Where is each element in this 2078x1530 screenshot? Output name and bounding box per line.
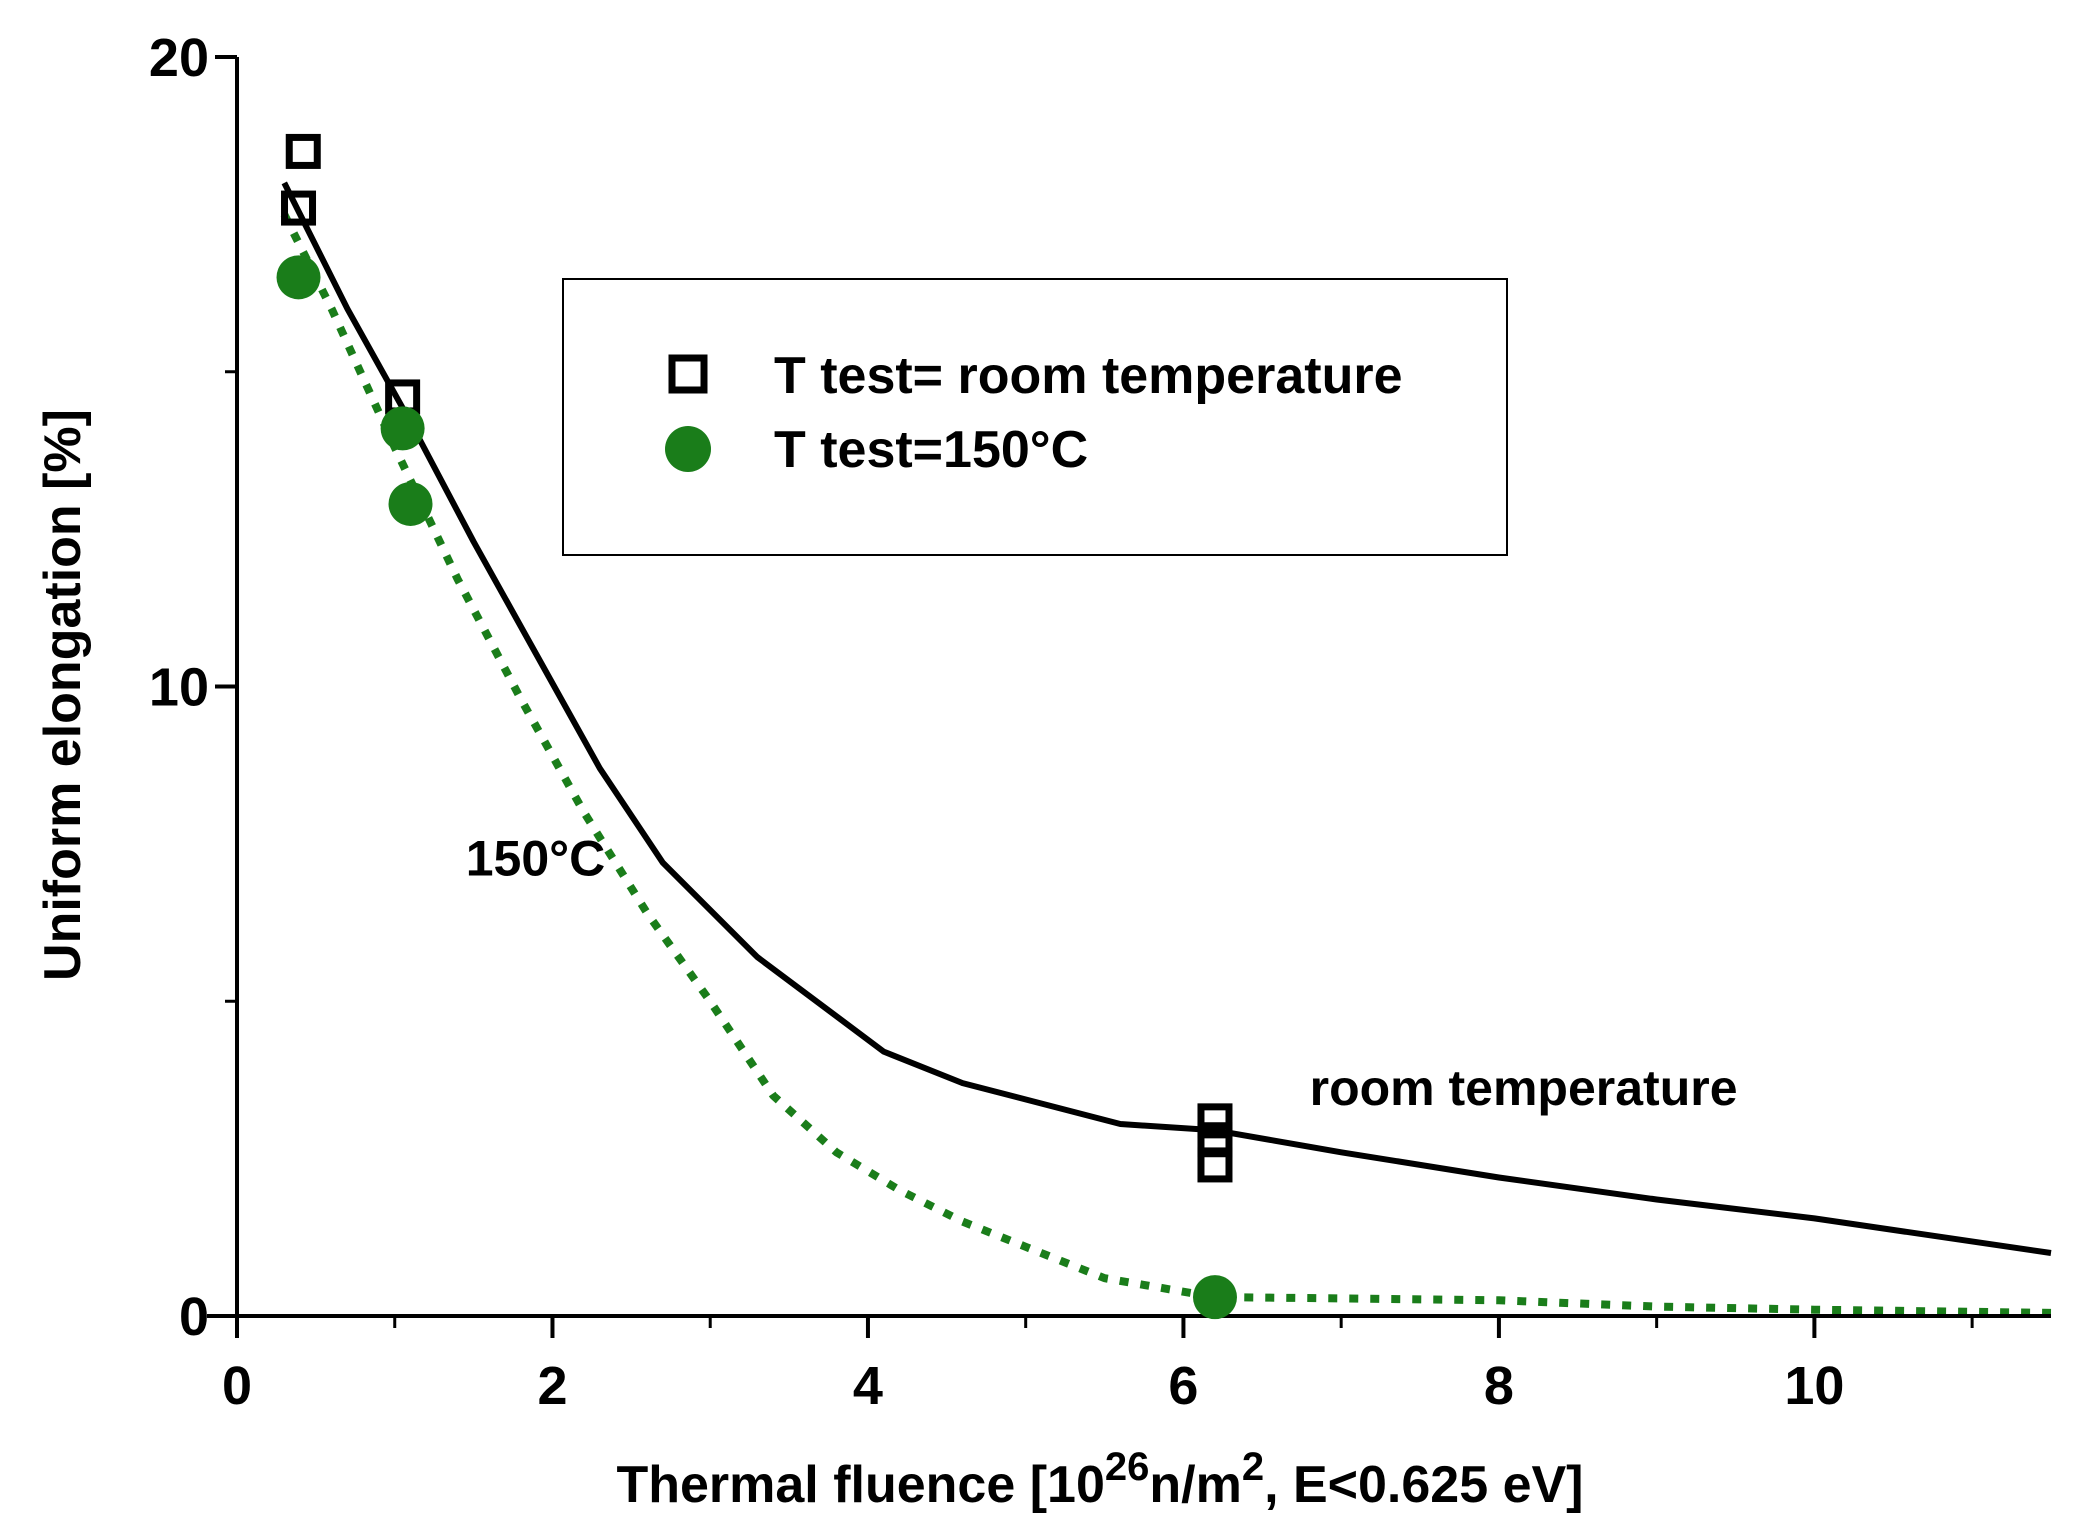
data-point-room-temperature xyxy=(1197,1103,1233,1139)
axes xyxy=(207,57,2051,1336)
fit-curve-room-temperature xyxy=(281,181,2052,1256)
annotation-room-temperature: room temperature xyxy=(1310,1060,1738,1116)
legend-marker-150c xyxy=(665,426,711,472)
data-point-150c xyxy=(388,481,433,526)
x-tick-label: 10 xyxy=(1784,1356,1844,1416)
data-point-room-temperature xyxy=(1197,1147,1233,1183)
y-tick-label: 20 xyxy=(149,28,209,88)
data-point-room-temperature xyxy=(285,133,321,169)
y-axis-label: Uniform elongation [%] xyxy=(34,409,92,981)
x-axis-label: Thermal fluence [1026n/m2, E<0.625 eV] xyxy=(616,1445,1583,1514)
x-tick-label: 8 xyxy=(1484,1356,1514,1416)
x-tick-label: 4 xyxy=(853,1356,883,1416)
data-point-room-temperature xyxy=(281,190,317,226)
x-tick-label: 6 xyxy=(1168,1356,1198,1416)
x-axis-ticks: 0 2 4 6 8 10 xyxy=(222,1316,1974,1416)
fit-curve-150c xyxy=(280,212,2052,1317)
legend-label-150c: T test=150°C xyxy=(774,421,1088,479)
x-tick-label: 0 xyxy=(222,1356,252,1416)
legend-box xyxy=(562,278,1508,556)
curves-layer xyxy=(280,181,2052,1317)
data-point-150c xyxy=(1192,1275,1237,1320)
legend: T test= room temperature T test=150°C xyxy=(562,278,1508,556)
x-tick-label: 2 xyxy=(537,1356,567,1416)
markers-layer xyxy=(276,133,1237,1320)
data-point-150c xyxy=(380,406,425,451)
y-tick-label: 10 xyxy=(149,658,209,718)
legend-label-room-temperature: T test= room temperature xyxy=(774,347,1403,405)
annotations-layer: 150°C room temperature xyxy=(466,830,1738,1116)
y-axis-ticks: 0 10 20 xyxy=(149,28,237,1347)
data-point-150c xyxy=(276,255,321,300)
legend-marker-room-temperature xyxy=(668,354,708,394)
y-tick-label: 0 xyxy=(179,1287,209,1347)
annotation-150c: 150°C xyxy=(466,830,606,886)
